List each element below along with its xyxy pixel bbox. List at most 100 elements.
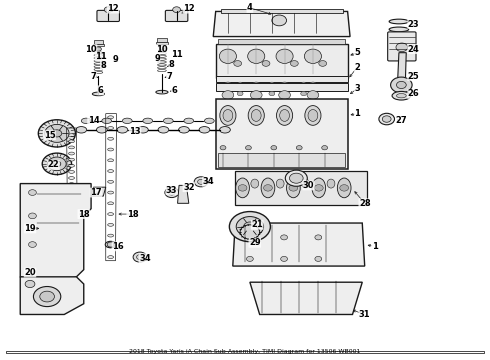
Text: 7: 7 [91,72,97,81]
Text: 27: 27 [395,116,407,125]
Circle shape [396,81,406,89]
Circle shape [48,157,66,171]
Bar [156,42,168,44]
Circle shape [133,252,147,262]
Text: 11: 11 [171,50,182,59]
Text: 29: 29 [249,238,261,247]
Text: 7: 7 [167,72,172,81]
Ellipse shape [69,219,74,222]
Ellipse shape [389,27,409,32]
Circle shape [234,60,242,66]
Circle shape [269,91,275,96]
Text: 18: 18 [127,210,139,219]
Text: 6: 6 [98,86,104,95]
Ellipse shape [108,191,114,194]
Ellipse shape [108,159,114,162]
Text: 5: 5 [354,48,360,57]
Bar [94,40,103,44]
Circle shape [25,280,35,288]
Ellipse shape [76,127,87,133]
Text: 26: 26 [408,89,419,98]
Text: 16: 16 [112,242,124,251]
Circle shape [33,287,61,307]
Text: 30: 30 [303,181,314,190]
Ellipse shape [102,118,112,123]
Ellipse shape [236,178,249,198]
Circle shape [165,188,178,198]
Bar [93,44,104,46]
FancyBboxPatch shape [97,10,120,22]
Text: 10: 10 [85,45,97,54]
Ellipse shape [156,90,168,94]
Circle shape [229,212,270,242]
Circle shape [307,91,319,99]
Circle shape [40,291,54,302]
Text: 1: 1 [354,109,360,118]
Polygon shape [213,12,350,37]
Ellipse shape [69,207,74,210]
Ellipse shape [69,176,74,179]
Ellipse shape [69,189,74,192]
Text: 19: 19 [24,224,36,233]
Ellipse shape [248,105,264,125]
Polygon shape [233,223,365,266]
Ellipse shape [81,118,91,123]
Ellipse shape [69,158,74,161]
Ellipse shape [251,109,261,121]
Ellipse shape [204,118,214,123]
Circle shape [340,185,348,191]
Circle shape [38,120,75,147]
Ellipse shape [108,245,114,248]
Polygon shape [20,184,91,288]
Circle shape [104,7,112,13]
Ellipse shape [261,178,275,198]
Ellipse shape [138,127,148,133]
Ellipse shape [108,148,114,151]
Ellipse shape [69,164,74,167]
Circle shape [272,15,287,26]
Ellipse shape [389,19,409,24]
Ellipse shape [379,113,394,125]
Circle shape [107,242,114,247]
Text: 20: 20 [24,268,36,277]
Ellipse shape [95,51,102,54]
Ellipse shape [122,118,132,123]
Text: 8: 8 [100,61,106,70]
Ellipse shape [302,179,310,188]
Ellipse shape [69,134,74,136]
Circle shape [28,190,36,195]
Circle shape [45,125,69,142]
Ellipse shape [305,105,321,125]
Text: 34: 34 [139,254,150,263]
Bar [218,39,345,44]
Circle shape [244,222,256,231]
Text: 6: 6 [171,86,177,95]
Ellipse shape [108,234,114,237]
Circle shape [245,145,251,150]
Circle shape [308,82,318,89]
Circle shape [223,82,233,89]
Polygon shape [91,187,106,196]
Circle shape [52,130,62,137]
Circle shape [238,82,243,86]
Circle shape [96,47,101,51]
Circle shape [42,153,72,175]
Ellipse shape [69,152,74,155]
Ellipse shape [337,178,351,198]
Circle shape [280,82,290,89]
Bar [216,83,347,91]
Ellipse shape [143,118,153,123]
Ellipse shape [108,202,114,205]
Polygon shape [20,277,84,315]
Text: 18: 18 [78,210,90,219]
Text: 2: 2 [354,63,360,72]
Circle shape [246,256,253,261]
Text: 9: 9 [154,54,160,63]
Ellipse shape [108,116,114,119]
Circle shape [296,145,302,150]
Ellipse shape [97,127,107,133]
Text: 10: 10 [156,45,168,54]
Circle shape [281,256,288,261]
Ellipse shape [69,170,74,173]
Ellipse shape [389,35,409,40]
